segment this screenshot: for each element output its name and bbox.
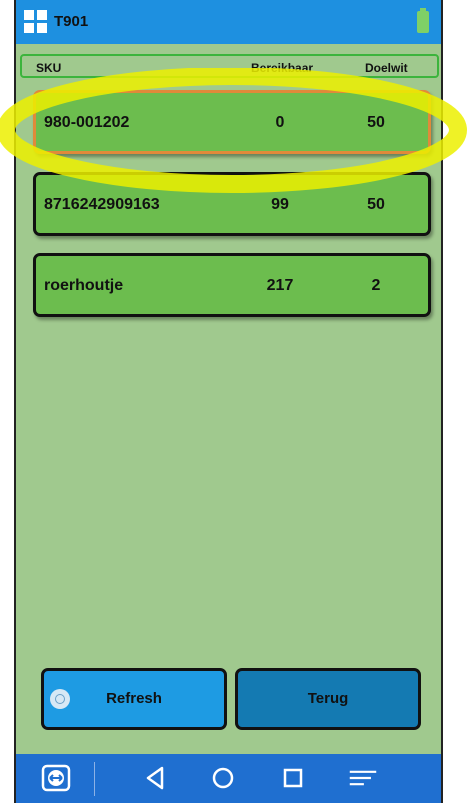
row-sku: 8716242909163 [44, 196, 160, 213]
back-button-label: Terug [307, 690, 349, 707]
table-row[interactable]: 8716242909163 99 50 [33, 172, 431, 236]
table-row[interactable]: roerhoutje 217 2 [33, 253, 431, 317]
row-available: 99 [271, 196, 289, 213]
row-sku: 980-001202 [44, 114, 130, 131]
refresh-button-label: Refresh [106, 690, 162, 707]
app-grid-icon [24, 10, 48, 34]
refresh-button[interactable]: Refresh [41, 668, 227, 730]
header-target: Doelwit [365, 61, 408, 75]
back-button[interactable]: Terug [235, 668, 421, 730]
back-icon[interactable] [140, 764, 170, 792]
row-target: 50 [367, 114, 385, 131]
nav-divider [94, 762, 95, 796]
home-icon[interactable] [208, 764, 238, 792]
teamviewer-icon[interactable] [41, 764, 71, 792]
system-nav-bar [16, 754, 441, 803]
row-target: 2 [371, 277, 381, 294]
row-target: 50 [367, 196, 385, 213]
app-screen: T901 SKU Bereikbaar Doelwit 980-001202 0… [14, 0, 443, 803]
table-header: SKU Bereikbaar Doelwit [20, 54, 439, 78]
recents-icon[interactable] [278, 764, 308, 792]
row-available: 217 [266, 277, 294, 294]
app-title: T901 [54, 13, 89, 30]
battery-icon [417, 8, 429, 33]
header-sku: SKU [36, 61, 62, 75]
header-available: Bereikbaar [251, 61, 314, 75]
table-row[interactable]: 980-001202 0 50 [33, 90, 431, 154]
row-available: 0 [275, 114, 285, 131]
row-sku: roerhoutje [44, 277, 124, 294]
menu-icon[interactable] [348, 764, 378, 792]
refresh-icon [50, 689, 70, 709]
app-bar: T901 [16, 0, 441, 44]
